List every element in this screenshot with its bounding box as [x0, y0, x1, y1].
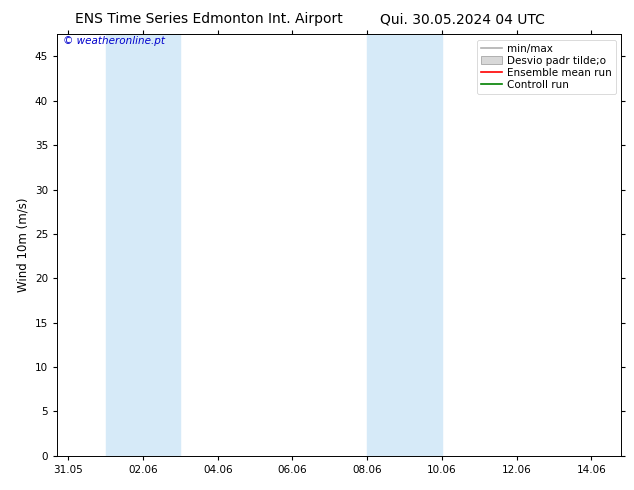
Legend: min/max, Desvio padr tilde;o, Ensemble mean run, Controll run: min/max, Desvio padr tilde;o, Ensemble m…	[477, 40, 616, 94]
Bar	[367, 34, 442, 456]
Text: ENS Time Series Edmonton Int. Airport: ENS Time Series Edmonton Int. Airport	[75, 12, 343, 26]
Text: © weatheronline.pt: © weatheronline.pt	[63, 36, 165, 47]
Bar	[106, 34, 181, 456]
Y-axis label: Wind 10m (m/s): Wind 10m (m/s)	[16, 198, 29, 292]
Text: Qui. 30.05.2024 04 UTC: Qui. 30.05.2024 04 UTC	[380, 12, 545, 26]
